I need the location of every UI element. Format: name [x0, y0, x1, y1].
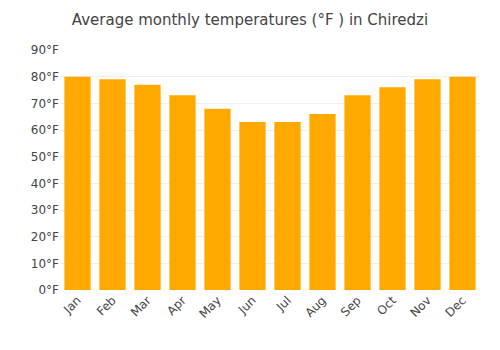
svg-text:60°F: 60°F [31, 123, 59, 137]
svg-text:Jan: Jan [60, 293, 84, 317]
svg-text:70°F: 70°F [31, 97, 59, 111]
svg-text:Dec: Dec [443, 293, 469, 319]
svg-text:Nov: Nov [407, 293, 433, 319]
svg-text:Sep: Sep [338, 293, 364, 319]
svg-text:Jul: Jul [273, 293, 294, 314]
svg-text:90°F: 90°F [31, 43, 59, 57]
svg-text:20°F: 20°F [31, 230, 59, 244]
svg-text:Mar: Mar [128, 293, 154, 319]
svg-text:Aug: Aug [302, 293, 328, 319]
svg-text:80°F: 80°F [31, 70, 59, 84]
svg-text:Oct: Oct [374, 293, 399, 318]
svg-text:50°F: 50°F [31, 150, 59, 164]
svg-text:0°F: 0°F [38, 283, 59, 297]
svg-text:40°F: 40°F [31, 177, 59, 191]
svg-text:Jun: Jun [235, 293, 259, 317]
svg-text:30°F: 30°F [31, 203, 59, 217]
svg-text:Average monthly temperatures (: Average monthly temperatures (°F ) in Ch… [72, 11, 428, 29]
svg-text:Feb: Feb [94, 293, 119, 318]
svg-text:Apr: Apr [164, 293, 189, 318]
svg-text:May: May [196, 293, 223, 320]
svg-text:10°F: 10°F [31, 257, 59, 271]
